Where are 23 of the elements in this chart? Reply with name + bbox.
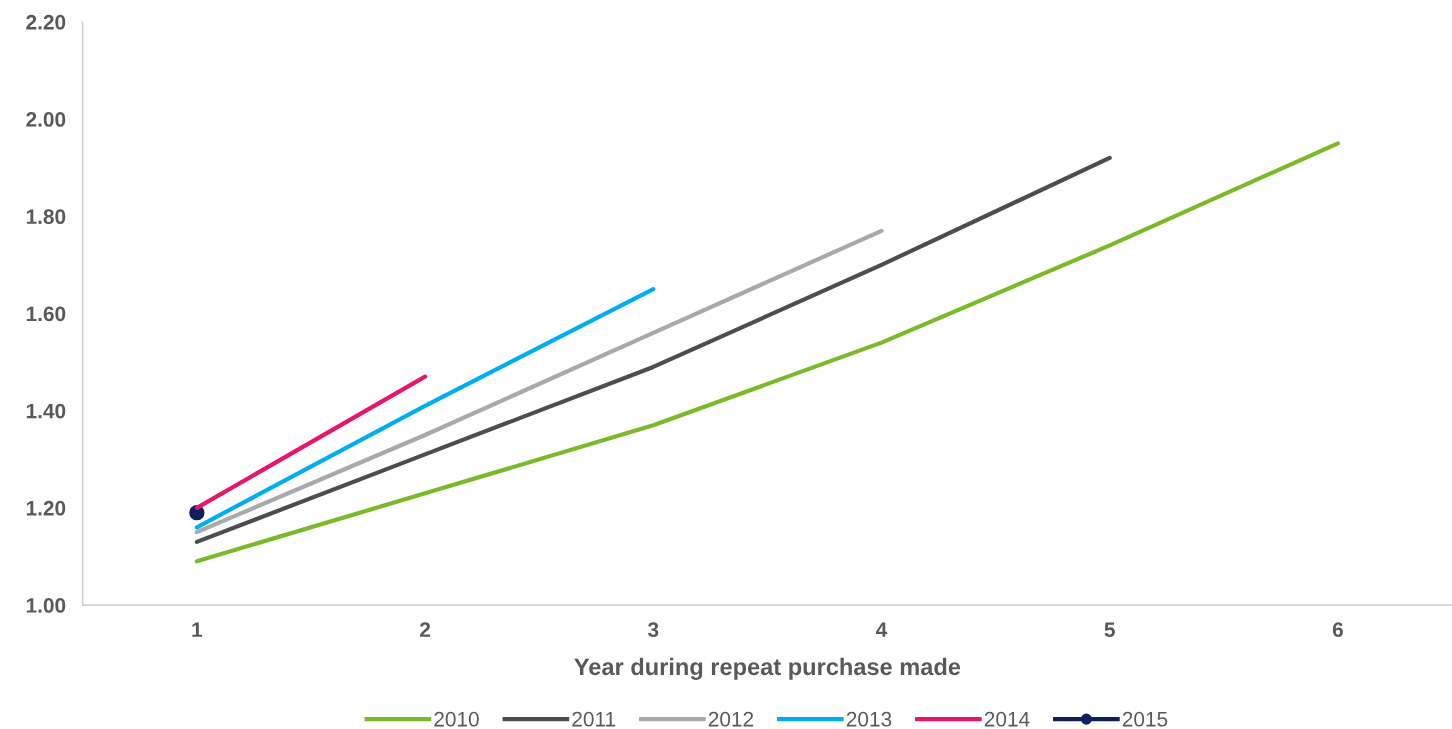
y-tick-label: 2.20: [26, 14, 66, 30]
y-tick-label: 1.40: [26, 403, 66, 419]
y-tick-label: 1.80: [26, 209, 66, 225]
line-series: [194, 141, 1340, 564]
legend-label: 2014: [984, 711, 1030, 727]
legend-label: 2011: [572, 711, 616, 727]
x-tick-label: 1: [192, 622, 203, 637]
legend-label: 2013: [846, 711, 892, 727]
y-tick-label: 1.60: [26, 306, 66, 322]
y-tick-label: 1.20: [26, 500, 66, 516]
legend-label: 2012: [708, 711, 754, 727]
line-series: [194, 155, 1112, 544]
x-tick-label: 6: [1332, 622, 1343, 638]
legend-label: 2010: [434, 711, 479, 727]
x-axis-title: Year during repeat purchase made: [574, 657, 961, 680]
x-tick-label: 4: [876, 622, 888, 637]
legend-label: 2015: [1122, 711, 1168, 727]
x-tick-label: 3: [647, 622, 659, 638]
y-tick-label: 1.00: [26, 598, 66, 613]
x-tick-label: 5: [1104, 622, 1115, 638]
line-series: [194, 228, 884, 535]
y-tick-label: 2.00: [26, 112, 66, 127]
x-tick-label: 2: [420, 622, 431, 637]
